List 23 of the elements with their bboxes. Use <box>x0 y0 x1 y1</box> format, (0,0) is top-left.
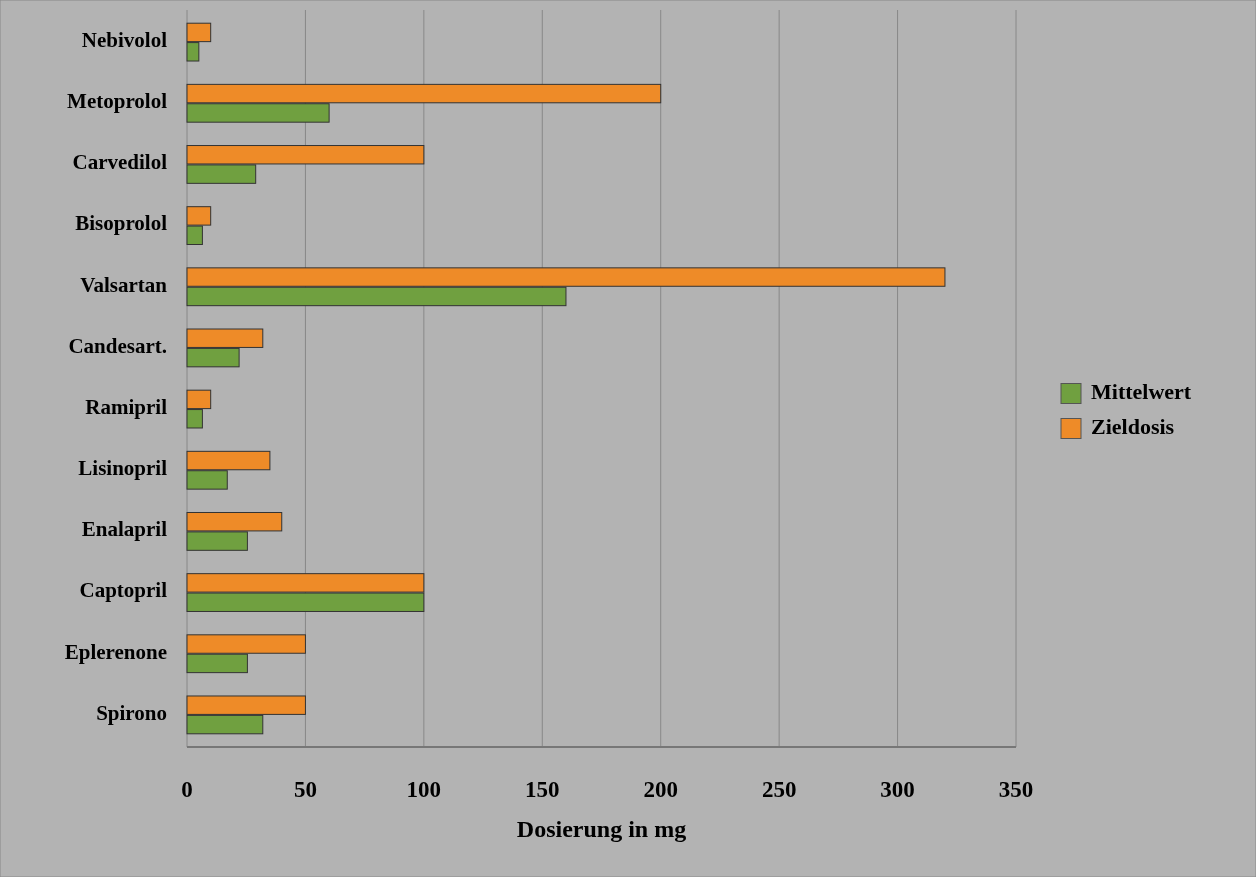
y-tick-label: Valsartan <box>80 272 168 297</box>
x-tick-label: 100 <box>406 777 442 802</box>
y-tick-label: Enalapril <box>81 517 168 542</box>
x-tick-label: 0 <box>181 777 193 802</box>
y-tick-label: Lisinopril <box>78 456 168 481</box>
x-tick-label: 300 <box>880 777 915 802</box>
legend-label: Mittelwert <box>1091 378 1192 404</box>
y-tick-label: Eplerenone <box>64 639 167 664</box>
y-tick-label: Captopril <box>79 578 168 603</box>
y-tick-label: Carvedilol <box>72 150 168 175</box>
x-tick-label: 250 <box>761 777 797 802</box>
x-tick-label: 50 <box>293 777 317 802</box>
y-tick-label: Spirono <box>96 700 167 725</box>
x-tick-label: 350 <box>998 777 1034 802</box>
legend-label: Zieldosis <box>1091 413 1175 439</box>
y-tick-label: Ramipril <box>85 394 168 419</box>
x-tick-label: 150 <box>525 777 560 802</box>
y-tick-label: Metoprolol <box>67 89 168 114</box>
x-tick-label: 200 <box>643 777 678 802</box>
y-tick-label: Bisoprolol <box>75 211 168 236</box>
y-tick-label: Nebivolol <box>81 27 168 52</box>
x-axis-title: Dosierung in mg <box>516 816 687 842</box>
y-tick-label: Candesart. <box>68 333 167 358</box>
